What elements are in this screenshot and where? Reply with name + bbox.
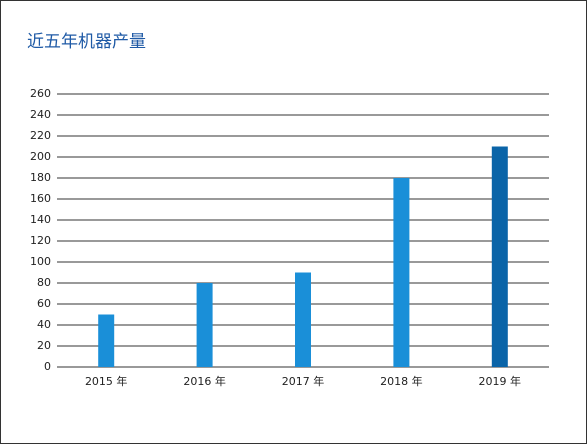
- y-tick-label: 140: [30, 213, 51, 226]
- y-tick-label: 260: [30, 87, 51, 100]
- x-tick-label: 2016 年: [183, 374, 226, 388]
- y-tick-label: 100: [30, 255, 51, 268]
- y-tick-label: 240: [30, 108, 51, 121]
- x-tick-label: 2018 年: [380, 374, 423, 388]
- y-tick-label: 60: [37, 297, 51, 310]
- bar: [393, 178, 410, 367]
- y-tick-label: 40: [37, 318, 51, 331]
- x-tick-label: 2017 年: [282, 374, 325, 388]
- chart-title: 近五年机器产量: [27, 32, 146, 52]
- y-tick-label: 160: [30, 192, 51, 205]
- y-tick-label: 120: [30, 234, 51, 247]
- x-tick-label: 2019 年: [479, 374, 522, 388]
- y-tick-label: 20: [37, 339, 51, 352]
- y-tick-label: 0: [44, 360, 51, 373]
- bar: [491, 146, 508, 367]
- y-tick-label: 180: [30, 171, 51, 184]
- bar: [295, 272, 311, 367]
- bar: [196, 283, 213, 367]
- bar: [98, 314, 115, 367]
- y-tick-label: 80: [37, 276, 51, 289]
- y-tick-label: 200: [30, 150, 51, 163]
- x-tick-label: 2015 年: [85, 374, 128, 388]
- y-tick-label: 220: [30, 129, 51, 142]
